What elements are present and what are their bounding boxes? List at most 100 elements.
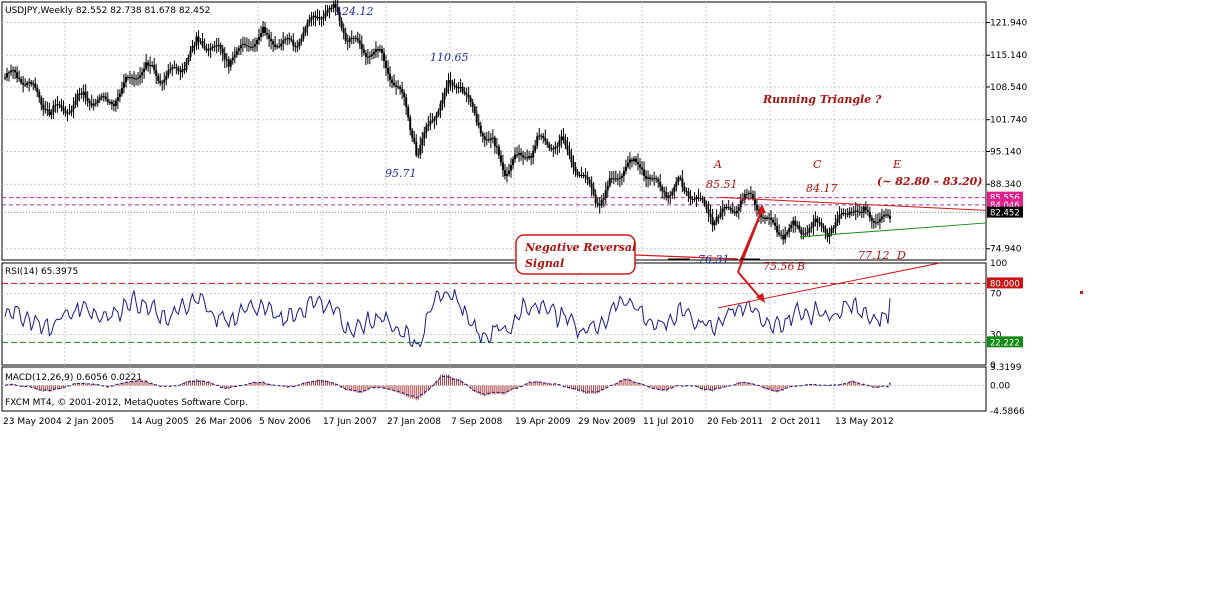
price-candle-body <box>322 16 325 19</box>
price-candle-body <box>376 49 379 51</box>
price-candle-body <box>719 212 722 217</box>
price-candle-body <box>385 61 388 68</box>
macd-tick-label: 3.3199 <box>990 363 1022 373</box>
price-candle-body <box>743 193 746 200</box>
price-candle-body <box>126 76 129 78</box>
price-candle-body <box>131 77 134 79</box>
price-candle-body <box>225 59 228 61</box>
price-candle-body <box>316 16 319 18</box>
price-candle-body <box>556 145 559 147</box>
price-candle-body <box>798 225 801 230</box>
price-candle-body <box>516 154 519 156</box>
price-candle-body <box>251 46 254 48</box>
price-candle-body <box>255 40 258 45</box>
price-candle-body <box>582 174 585 176</box>
price-candle-body <box>735 210 738 214</box>
price-candle-body <box>207 49 210 51</box>
price-candle-body <box>610 178 613 180</box>
price-candle-body <box>447 80 450 88</box>
price-candle-body <box>64 110 67 114</box>
price-candle-body <box>479 125 482 134</box>
price-candle-body <box>860 211 863 213</box>
price-candle-body <box>770 217 773 220</box>
price-candle-body <box>641 167 644 170</box>
price-candle-body <box>437 110 440 116</box>
price-candle-body <box>497 147 500 156</box>
price-candle-body <box>499 155 502 163</box>
price-candle-body <box>18 78 21 80</box>
price-candle-body <box>733 211 736 214</box>
price-candle-body <box>461 86 464 92</box>
price-candle-body <box>308 19 311 24</box>
price-candle-body <box>378 49 381 51</box>
price-candle-body <box>290 39 293 41</box>
price-candle-body <box>159 80 162 84</box>
macd-header: MACD(12,26,9) 0.6056 0.0221 <box>5 373 142 383</box>
price-candle-body <box>233 54 236 58</box>
price-candle-body <box>431 120 434 122</box>
price-candle-body <box>157 75 160 81</box>
macd-panel-frame <box>1 366 987 412</box>
rsi-tick-label: 30 <box>990 330 1002 340</box>
price-candle-body <box>264 27 267 34</box>
price-candle-body <box>796 225 799 227</box>
price-candle-body <box>116 97 119 101</box>
y-tick-label: 101.740 <box>990 116 1027 126</box>
price-candle-body <box>314 15 317 18</box>
tag-rsi-22: 22.222 <box>990 338 1020 348</box>
price-candle-body <box>830 228 833 234</box>
callout-line2: Signal <box>525 257 564 270</box>
tag-rsi-22-bg <box>987 336 1023 348</box>
price-candle-body <box>350 37 353 39</box>
price-candle-body <box>237 48 240 52</box>
price-candle-body <box>568 150 571 156</box>
price-candle-body <box>362 49 365 53</box>
price-candle-body <box>493 137 496 147</box>
price-candle-body <box>175 66 178 69</box>
price-candle-body <box>647 177 650 179</box>
price-candle-body <box>223 53 226 60</box>
price-candle-body <box>685 190 688 192</box>
price-candle-body <box>838 214 841 219</box>
price-candle-body <box>840 213 843 215</box>
price-candle-body <box>249 47 252 49</box>
price-candle-body <box>445 87 448 93</box>
price-candle-body <box>552 148 555 150</box>
price-candle-body <box>749 192 752 195</box>
price-candle-body <box>217 45 220 47</box>
price-candle-body <box>358 40 361 44</box>
price-candle-body <box>655 178 658 180</box>
price-candle-body <box>520 152 523 156</box>
price-candle-body <box>850 211 853 213</box>
price-candle-body <box>110 101 113 104</box>
price-candle-body <box>824 228 827 233</box>
price-candle-body <box>487 139 490 141</box>
price-candle-body <box>12 70 15 72</box>
price-candle-body <box>229 60 232 67</box>
price-candle-body <box>332 3 335 9</box>
price-candle-body <box>649 177 652 180</box>
price-candle-body <box>812 222 815 227</box>
x-tick-label: 7 Sep 2008 <box>451 417 503 427</box>
price-candle-body <box>806 232 809 234</box>
price-candle-body <box>8 72 11 74</box>
price-candle-body <box>729 207 732 211</box>
price-candle-body <box>884 214 887 216</box>
price-candle-body <box>219 45 222 49</box>
price-candle-body <box>280 43 283 47</box>
price-candle-body <box>32 83 35 85</box>
price-candle-body <box>872 220 875 223</box>
price-candle-body <box>606 185 609 191</box>
price-candle-body <box>711 217 714 226</box>
price-candle-body <box>467 94 470 98</box>
price-candles <box>4 0 891 245</box>
price-candle-body <box>614 178 617 180</box>
price-candle-body <box>703 199 706 204</box>
price-candle-body <box>387 67 390 74</box>
price-candle-body <box>6 73 9 78</box>
callout-line1: Negative Reversal <box>524 241 636 254</box>
price-candle-body <box>102 96 105 98</box>
price-candle-body <box>723 206 726 209</box>
price-candle-body <box>382 52 385 62</box>
